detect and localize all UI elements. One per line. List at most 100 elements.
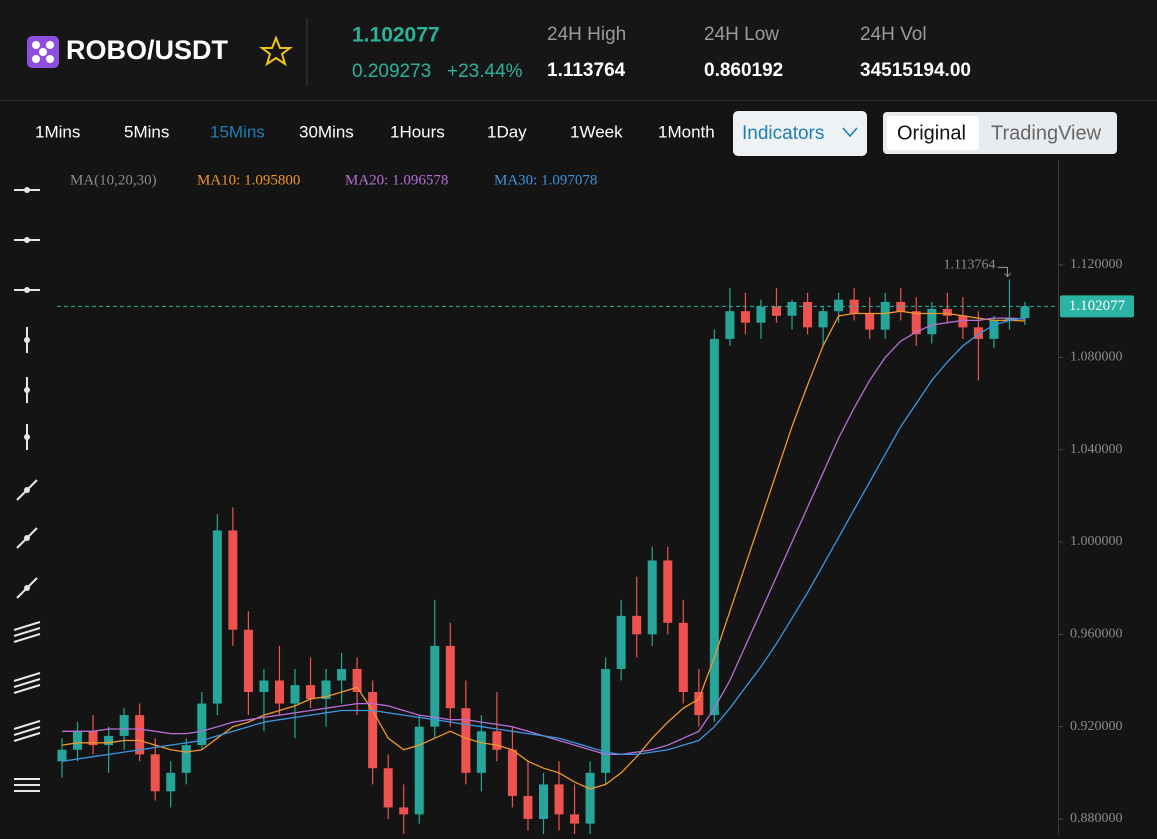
view-active-bg: [887, 116, 979, 150]
candle-body: [383, 768, 393, 808]
candle-body: [678, 622, 688, 693]
interval-tab[interactable]: 1Mins: [35, 122, 80, 141]
candle-body: [181, 745, 191, 773]
candle-body: [616, 615, 626, 669]
drawing-tools: [13, 187, 41, 792]
legend: MA10: 1.095800 MA20: 1.096578 MA30: 1.0970…: [197, 172, 597, 188]
y-tick-label: 0.880000: [1070, 811, 1123, 826]
header-bar: [0, 0, 1157, 100]
tool-icon[interactable]: [16, 527, 38, 549]
tool-icon[interactable]: [16, 479, 38, 501]
candle-body: [523, 795, 533, 819]
candle-body: [601, 668, 611, 773]
y-tick-label: 1.000000: [1070, 534, 1123, 549]
candle-body: [709, 338, 719, 716]
candle-body: [771, 306, 781, 316]
tool-stroke: [13, 684, 41, 694]
candle-body: [725, 311, 735, 339]
candle-body: [259, 680, 269, 693]
candle-body: [461, 708, 471, 773]
legend-item: MA10: 1.095800: [197, 172, 300, 188]
favorite-star[interactable]: [259, 35, 293, 67]
stat-label: 24H Vol: [860, 24, 927, 45]
price-change: 0.209273: [352, 61, 431, 82]
candle-body: [166, 772, 176, 792]
tool-stroke: [13, 720, 41, 730]
candle-body: [570, 814, 580, 824]
candle-body: [647, 560, 657, 635]
tool-dot: [24, 187, 30, 193]
candle-body: [927, 308, 937, 335]
candle-body: [150, 754, 160, 792]
candle-body: [507, 749, 517, 796]
tool-icon[interactable]: [14, 287, 40, 293]
candle-body: [973, 327, 983, 339]
candle-body: [740, 311, 750, 323]
tool-dot: [24, 337, 30, 343]
tool-stroke: [13, 732, 41, 742]
candle-body: [228, 530, 238, 630]
candle-body: [321, 680, 331, 699]
candle-body: [274, 680, 284, 704]
high-marker-arrow: [997, 266, 1011, 278]
tool-icon[interactable]: [14, 237, 40, 243]
y-tick-label: 0.920000: [1070, 719, 1123, 734]
tool-dot: [24, 585, 30, 591]
tool-icon[interactable]: [16, 577, 38, 599]
tool-dot: [24, 487, 30, 493]
candle-body: [290, 685, 300, 704]
tool-icon[interactable]: [14, 187, 40, 193]
interval-tab[interactable]: 15Mins: [210, 122, 265, 141]
candle-body: [57, 749, 67, 762]
candle-body: [352, 668, 362, 693]
candle-body: [476, 731, 486, 773]
candle-body: [119, 715, 129, 736]
candle-body: [135, 715, 145, 755]
interval-tab[interactable]: 5Mins: [124, 122, 169, 141]
tool-icon[interactable]: [13, 621, 41, 643]
y-tick-label: 1.040000: [1070, 442, 1123, 457]
tool-icon[interactable]: [13, 720, 41, 742]
tool-stroke: [13, 672, 41, 682]
tool-icon[interactable]: [24, 424, 30, 450]
candle-body: [539, 784, 548, 819]
candle-body: [818, 311, 828, 328]
y-tick-label: 0.960000: [1070, 627, 1123, 642]
interval-tab[interactable]: 1Week: [570, 122, 623, 141]
last-price-box: [1060, 295, 1134, 318]
candle-body: [865, 313, 875, 330]
indicators-button[interactable]: Indicators: [733, 111, 867, 156]
interval-tab[interactable]: 1Hours: [390, 122, 445, 141]
plot-area: 0.880000 0.920000 0.960000 1.000000 1.040000…: [57, 257, 1134, 839]
candle-body: [73, 731, 83, 750]
candle-body: [942, 308, 952, 316]
tool-dot: [24, 535, 30, 541]
candle-body: [445, 645, 455, 709]
tool-icon[interactable]: [24, 327, 30, 353]
tool-dot: [24, 434, 30, 440]
tool-dot: [24, 287, 30, 293]
candle-body: [803, 301, 813, 328]
tool-icon[interactable]: [24, 377, 30, 403]
tool-dot: [24, 387, 30, 393]
y-tick-label: 1.080000: [1070, 350, 1123, 365]
candle-body: [663, 560, 673, 623]
candle-body: [104, 735, 114, 746]
candle-body: [911, 311, 921, 335]
interval-tabs: 1Mins 5Mins 15Mins 30Mins 1Hours 1Day 1Week 1Mo…: [35, 122, 715, 141]
stat-label: 24H High: [547, 24, 626, 45]
legend-title: MA(10,20,30): [70, 172, 157, 188]
view-option[interactable]: Original: [897, 122, 966, 144]
candle-body: [88, 731, 98, 746]
tool-icon[interactable]: [13, 672, 41, 694]
last-price-label: 1.102077: [1069, 298, 1126, 314]
candle-body: [492, 731, 502, 750]
candle-body: [399, 807, 409, 815]
interval-tab[interactable]: 30Mins: [299, 122, 354, 141]
interval-tab[interactable]: 1Day: [487, 122, 527, 141]
tool-icon[interactable]: [14, 778, 40, 792]
view-option[interactable]: TradingView: [991, 122, 1102, 144]
interval-tab[interactable]: 1Month: [658, 122, 715, 141]
